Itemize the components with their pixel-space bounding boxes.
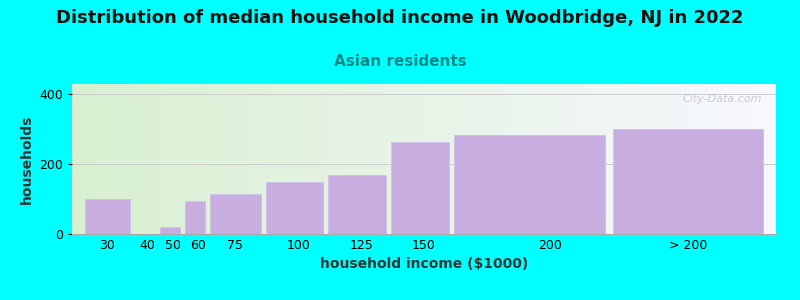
- X-axis label: household income ($1000): household income ($1000): [320, 257, 528, 272]
- Y-axis label: households: households: [19, 114, 34, 204]
- Bar: [454, 135, 605, 234]
- Text: Distribution of median household income in Woodbridge, NJ in 2022: Distribution of median household income …: [56, 9, 744, 27]
- Text: City-Data.com: City-Data.com: [682, 94, 762, 104]
- Bar: [613, 129, 763, 234]
- Bar: [266, 182, 323, 234]
- Bar: [329, 175, 386, 234]
- Bar: [185, 201, 206, 234]
- Text: Asian residents: Asian residents: [334, 54, 466, 69]
- Bar: [85, 199, 130, 234]
- Bar: [210, 194, 261, 234]
- Bar: [160, 227, 180, 234]
- Bar: [391, 142, 449, 234]
